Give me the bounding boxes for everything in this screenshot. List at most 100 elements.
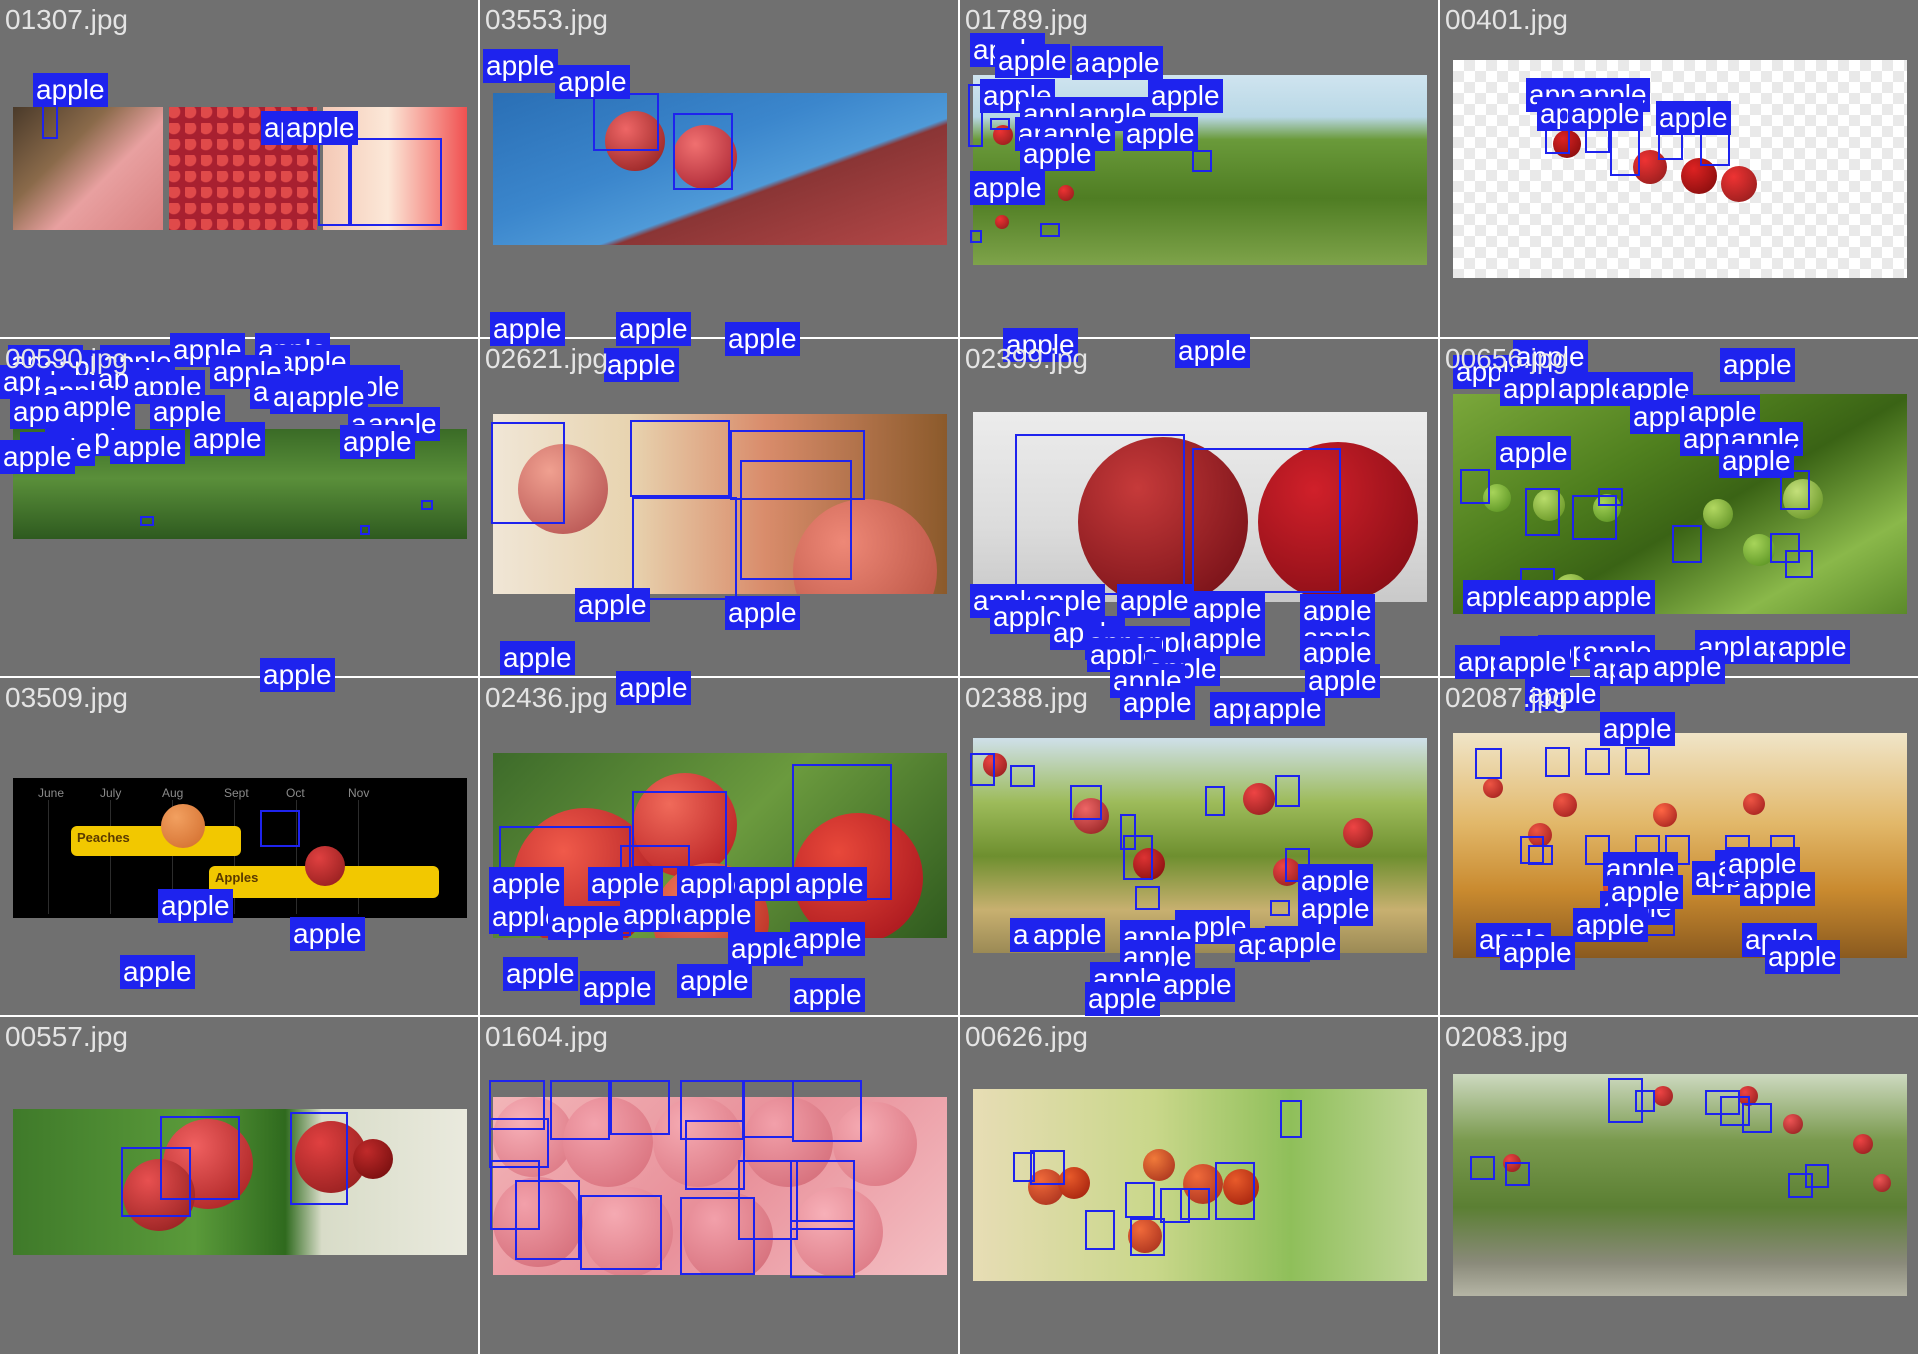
detection-label: apple <box>275 345 350 379</box>
apple <box>985 83 1001 99</box>
apple <box>1703 499 1733 529</box>
tile: 00656.jpg apple apple apple apple apple apple a… <box>1440 339 1918 676</box>
tile: 02388.jpg apple apple apple apple apple apple a… <box>960 584 1438 1015</box>
tile: 02436.jpg apple apple apple apple <box>480 588 958 1015</box>
timeline-bar: Peaches <box>71 826 241 856</box>
tile-image <box>973 738 1427 953</box>
detection-label: apple <box>10 395 85 429</box>
apple <box>493 1097 573 1177</box>
tile: 03509.jpg June July Aug Sept Oct Nov Peaches App… <box>0 658 478 1015</box>
timeline-month-label: Aug <box>162 786 184 800</box>
tile-filename: 00401.jpg <box>1445 4 1569 35</box>
timeline-month-label: Oct <box>286 786 305 800</box>
detection-label: apple <box>1250 692 1325 726</box>
tile-image <box>493 753 947 938</box>
tile-image-panel <box>323 107 467 230</box>
apple <box>1223 1169 1259 1205</box>
detection-label: apple <box>40 375 115 409</box>
apple <box>793 499 937 594</box>
apple <box>1593 494 1621 522</box>
tile: 02621.jpg apple apple apple apple <box>480 312 958 676</box>
timeline-gridline <box>234 800 235 914</box>
tile-filename: 01307.jpg <box>5 4 129 35</box>
detection-label: apple <box>270 380 345 414</box>
apple <box>1058 1167 1090 1199</box>
detection-label: apple <box>328 370 403 404</box>
apple <box>1243 783 1275 815</box>
tile: 00626.jpg apple apple apple apple apple apple a… <box>960 864 1438 1354</box>
detection-label: apple <box>293 380 368 414</box>
tile: 03553.jpg apple apple <box>480 0 958 337</box>
apple <box>1783 479 1823 519</box>
tile: 01307.jpg apple apple apple <box>0 0 478 337</box>
apple <box>1553 574 1589 610</box>
tile: 00590.jpg apple apple apple apple apple apple a… <box>0 333 478 676</box>
apple <box>1783 1114 1803 1134</box>
apple <box>1653 803 1677 827</box>
apple <box>1128 1219 1162 1253</box>
tile-filename: 00557.jpg <box>5 1021 129 1052</box>
tile-filename: 02621.jpg <box>485 343 609 374</box>
timeline-gridline <box>110 800 111 914</box>
detection-label: apple <box>970 33 1045 67</box>
apple <box>1743 793 1765 815</box>
fruit <box>161 804 205 848</box>
apple <box>1483 778 1503 798</box>
detection-label: apple <box>1720 348 1795 382</box>
apple <box>1073 798 1109 834</box>
tile-filename: 02399.jpg <box>965 343 1089 374</box>
apple <box>1503 1154 1521 1172</box>
apple <box>1853 1134 1873 1154</box>
apple <box>1343 818 1373 848</box>
detection-label: apple <box>170 333 245 367</box>
apple <box>1553 130 1581 158</box>
apple <box>683 1192 773 1275</box>
apple <box>1633 150 1667 184</box>
apple <box>1258 442 1418 602</box>
fruit <box>305 846 345 886</box>
timeline-gridline <box>172 800 173 914</box>
apple <box>1078 437 1248 602</box>
apple <box>1681 158 1717 194</box>
tile: 02087.jpg apple apple apple apple apple apple a… <box>1440 580 1918 1015</box>
tile-image-panel <box>169 107 317 230</box>
tile-image <box>1453 1074 1907 1296</box>
detection-label: apple <box>616 671 691 705</box>
detection-label: apple <box>325 365 400 399</box>
apple <box>1653 1086 1673 1106</box>
tile: 01604.jpg apple apple apple apple apple apple a… <box>480 867 958 1354</box>
tile: 02399.jpg apple apple <box>960 328 1438 676</box>
tile-filename: 00626.jpg <box>965 1021 1089 1052</box>
apple <box>1528 823 1552 847</box>
tile-filename: 03553.jpg <box>485 4 609 35</box>
timeline-gridline <box>48 800 49 914</box>
apple <box>1738 1086 1758 1106</box>
timeline-gridline <box>296 800 297 914</box>
apple <box>1483 484 1511 512</box>
detection-label: apple <box>150 395 225 429</box>
tile: 00401.jpg apple apple apple apple apple <box>1440 0 1918 337</box>
detection-label: apple <box>995 44 1070 78</box>
tile-filename: 03509.jpg <box>5 682 129 713</box>
apple <box>673 125 737 189</box>
apple <box>1533 489 1565 521</box>
apple <box>1273 858 1301 886</box>
detection-label: apple <box>1210 692 1285 726</box>
detection-label: apple <box>1175 334 1250 368</box>
apple <box>995 215 1009 229</box>
detection-label: apple <box>130 370 205 404</box>
tile-image <box>493 93 947 245</box>
tile-image <box>13 429 467 539</box>
apple <box>1058 185 1074 201</box>
detection-label: apple <box>1120 686 1195 720</box>
tile-filename: 02436.jpg <box>485 682 609 713</box>
tile-filename: 02388.jpg <box>965 682 1089 713</box>
tile-image <box>1453 733 1907 958</box>
tile-filename: 02083.jpg <box>1445 1021 1569 1052</box>
tile-image-panel <box>13 107 163 230</box>
apple <box>993 125 1013 145</box>
apple <box>563 1097 653 1187</box>
timeline-month-label: June <box>38 786 65 800</box>
tile-filename: 01789.jpg <box>965 4 1089 35</box>
